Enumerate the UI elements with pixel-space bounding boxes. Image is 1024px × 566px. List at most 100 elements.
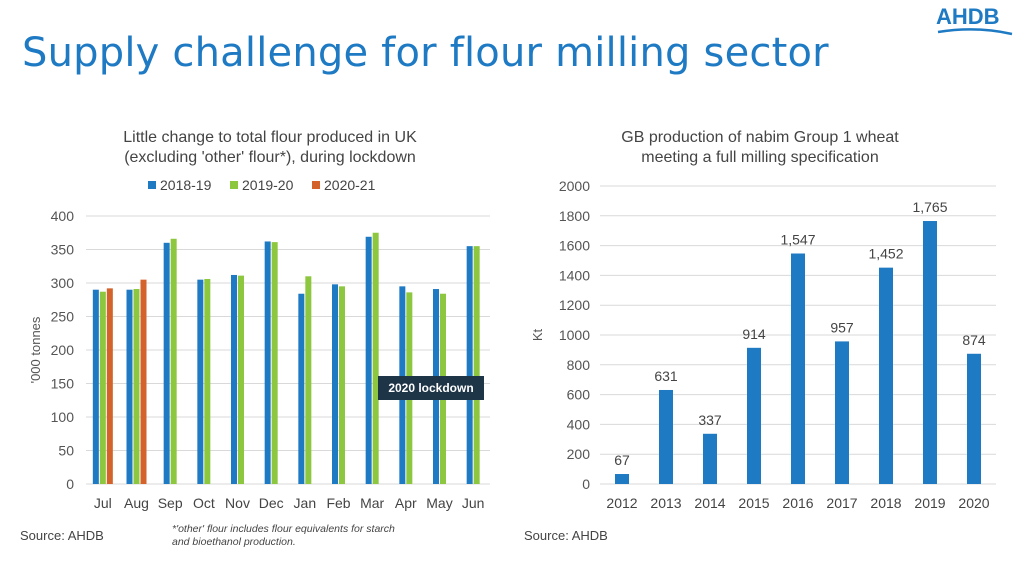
x-tick-label: 2015 <box>738 495 769 511</box>
y-tick-label: 1800 <box>559 208 590 224</box>
data-label-2016: 1,547 <box>780 231 815 247</box>
y-tick-label: 0 <box>582 476 590 492</box>
bar-2015 <box>747 347 761 484</box>
y-tick-label: 350 <box>51 242 75 258</box>
bar-2019-20-Dec <box>271 242 278 484</box>
footnote-line2: and bioethanol production. <box>172 536 296 548</box>
bar-2017 <box>835 341 849 484</box>
y-tick-label: 200 <box>51 342 75 358</box>
lockdown-annotation-box <box>378 376 484 400</box>
x-tick-label: Sep <box>158 495 183 511</box>
legend-label-2020-21: 2020-21 <box>324 177 376 193</box>
y-tick-label: 1200 <box>559 297 590 313</box>
x-tick-label: 2012 <box>606 495 637 511</box>
y-axis-label: '000 tonnes <box>28 316 43 383</box>
bar-2018-19-Mar <box>365 236 372 484</box>
ahdb-logo: AHDB <box>936 4 1014 38</box>
x-tick-label: 2019 <box>914 495 945 511</box>
data-label-2020: 874 <box>962 332 986 348</box>
x-tick-label: Feb <box>326 495 350 511</box>
bar-2014 <box>703 433 717 484</box>
x-tick-label: Oct <box>193 495 215 511</box>
y-tick-label: 200 <box>567 446 591 462</box>
legend-swatch-2020-21 <box>312 181 320 189</box>
legend-label-2018-19: 2018-19 <box>160 177 212 193</box>
x-tick-label: Apr <box>395 495 417 511</box>
x-tick-label: Jul <box>94 495 112 511</box>
data-label-2014: 337 <box>698 412 722 428</box>
x-tick-label: 2017 <box>826 495 857 511</box>
y-tick-label: 1400 <box>559 267 590 283</box>
x-tick-label: 2020 <box>958 495 989 511</box>
flour-production-chart: 0 50 100 150 200 250 300 350 400 '000 tonnes Jul Au… <box>28 177 490 511</box>
data-label-2017: 957 <box>830 319 854 335</box>
x-tick-label: Jan <box>294 495 317 511</box>
left-source-note: Source: AHDB <box>20 528 104 543</box>
x-tick-label: May <box>426 495 452 511</box>
left-chart-title: Little change to total flour produced in… <box>40 128 500 168</box>
y-tick-label: 250 <box>51 309 75 325</box>
bar-2019 <box>923 221 937 484</box>
lockdown-annotation-label: 2020 lockdown <box>388 381 473 395</box>
y-tick-label: 100 <box>51 409 75 425</box>
x-tick-label: Dec <box>259 495 284 511</box>
x-tick-label: 2014 <box>694 495 725 511</box>
bar-2018-19-Dec <box>264 241 271 484</box>
footnote-line1: *'other' flour includes flour equivalent… <box>172 523 395 535</box>
data-label-2013: 631 <box>654 368 678 384</box>
left-chart-title-line1: Little change to total flour produced in… <box>123 129 417 146</box>
x-tick-label: 2018 <box>870 495 901 511</box>
bar-2019-20-Sep <box>170 238 177 484</box>
legend-swatch-2019-20 <box>230 181 238 189</box>
footnote: *'other' flour includes flour equivalent… <box>172 523 492 549</box>
legend-label-2019-20: 2019-20 <box>242 177 294 193</box>
page-title: Supply challenge for flour milling secto… <box>22 30 829 76</box>
left-chart-title-line2: (excluding 'other' flour*), during lockd… <box>124 149 416 166</box>
right-source-note: Source: AHDB <box>524 528 608 543</box>
right-chart-title: GB production of nabim Group 1 wheat mee… <box>540 128 980 168</box>
bar-2019-20-Jun <box>473 246 480 484</box>
bar-2019-20-Mar <box>372 232 379 484</box>
bar-2020 <box>967 353 981 484</box>
bar-2018-19-Jan <box>298 293 305 484</box>
bar-2018 <box>879 267 893 484</box>
bar-2018-19-Feb <box>332 284 338 484</box>
x-tick-label: 2016 <box>782 495 813 511</box>
data-label-2019: 1,765 <box>912 199 947 215</box>
x-tick-label: Mar <box>360 495 384 511</box>
bar-2018-19-Oct <box>197 279 204 484</box>
y-tick-label: 50 <box>58 443 74 459</box>
y-tick-label: 2000 <box>559 178 590 194</box>
y-tick-label: 1000 <box>559 327 590 343</box>
data-label-2015: 914 <box>742 326 766 342</box>
right-chart-title-line2: meeting a full milling specification <box>641 149 879 166</box>
bar-2019-20-Jan <box>305 276 312 484</box>
group1-wheat-chart: 0 200 400 600 800 1000 1200 1400 1600 1800 2000 Kt 6… <box>530 178 996 511</box>
data-label-2018: 1,452 <box>868 246 903 262</box>
bar-2018-19-Nov <box>231 274 237 484</box>
bar-2018-19-Jul <box>92 289 99 484</box>
y-tick-label: 0 <box>66 476 74 492</box>
bar-2018-19-Sep <box>163 242 170 484</box>
y-tick-label: 800 <box>567 357 591 373</box>
bar-2019-20-Jul <box>99 291 106 484</box>
y-tick-label: 1600 <box>559 238 590 254</box>
bar-2016 <box>791 253 805 484</box>
y-axis-label: Kt <box>530 328 545 341</box>
bar-2013 <box>659 389 673 484</box>
bar-2012 <box>615 474 629 484</box>
bar-2018-19-Aug <box>126 289 133 484</box>
x-tick-label: 2013 <box>650 495 681 511</box>
logo-text: AHDB <box>936 4 1000 29</box>
bar-2020-21-Aug <box>140 279 147 484</box>
bar-2019-20-Aug <box>133 289 140 484</box>
bar-2019-20-Nov <box>238 275 244 484</box>
bar-2019-20-Feb <box>339 286 345 484</box>
right-chart-title-line1: GB production of nabim Group 1 wheat <box>621 129 899 146</box>
y-tick-label: 600 <box>567 387 591 403</box>
y-tick-label: 300 <box>51 275 75 291</box>
x-tick-label: Aug <box>124 495 149 511</box>
y-tick-label: 400 <box>567 416 591 432</box>
bar-2018-19-Jun <box>466 246 473 484</box>
logo-swoosh-icon <box>937 28 1013 36</box>
